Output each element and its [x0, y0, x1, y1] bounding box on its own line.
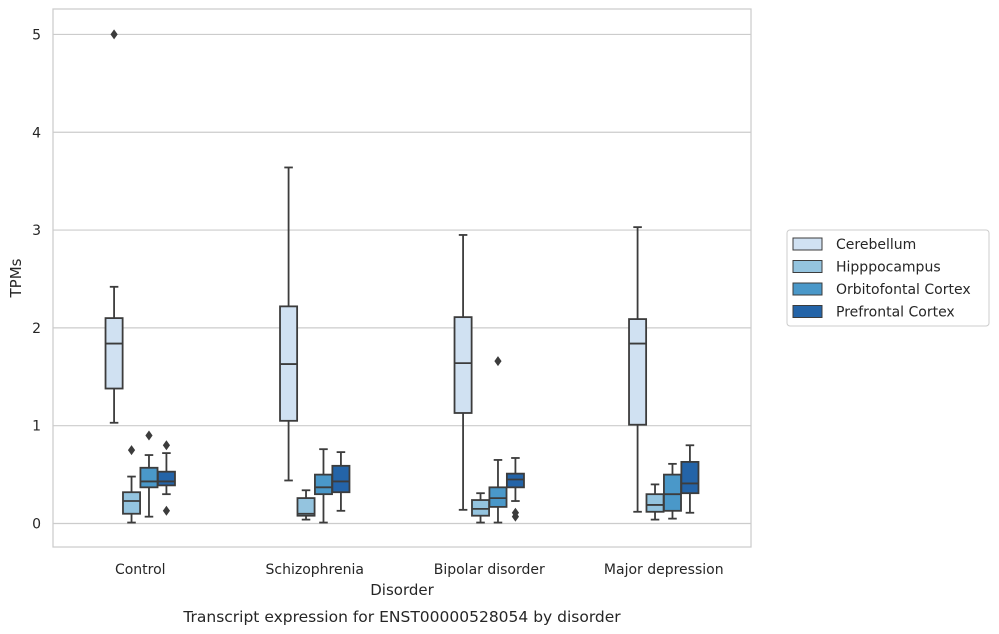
box-iqr	[628, 318, 648, 426]
legend-label: Hipppocampus	[836, 260, 941, 276]
box	[488, 356, 508, 524]
box	[122, 445, 141, 524]
legend-swatch	[792, 260, 823, 273]
box	[663, 462, 682, 520]
box-iqr	[314, 473, 333, 496]
box-iqr	[488, 486, 508, 508]
outlier-point	[162, 505, 171, 516]
box-iqr	[471, 499, 490, 517]
x-tick-labels: Control Schizophrenia Bipolar disorder Majo…	[115, 562, 724, 578]
box-iqr	[139, 466, 159, 489]
box-iqr	[645, 493, 665, 513]
box-iqr	[104, 317, 124, 390]
box	[139, 430, 159, 518]
x-tick-label: Bipolar disorder	[434, 562, 545, 578]
outlier-point	[145, 430, 153, 441]
y-tick-label: 5	[32, 27, 41, 43]
box-iqr	[296, 497, 316, 517]
box	[680, 444, 700, 514]
box	[314, 448, 333, 524]
box	[156, 440, 176, 516]
y-axis-label: TPMs	[7, 258, 25, 298]
box	[296, 489, 316, 521]
legend-label: Orbitofontal Cortex	[836, 282, 971, 298]
box	[453, 234, 473, 511]
outlier-point	[162, 440, 171, 451]
x-axis-label: Disorder	[370, 581, 434, 599]
box	[505, 457, 525, 522]
y-tick-label: 4	[32, 125, 41, 141]
legend-swatch	[792, 305, 823, 318]
box	[331, 451, 351, 512]
plot-background	[53, 9, 751, 547]
box-series	[104, 29, 700, 524]
y-tick-label: 1	[32, 419, 41, 435]
x-tick-label: Schizophrenia	[266, 562, 364, 578]
chart-caption: Transcript expression for ENST0000052805…	[182, 608, 621, 626]
legend-label: Prefrontal Cortex	[836, 305, 955, 321]
box-iqr	[122, 491, 141, 515]
box	[279, 166, 299, 482]
box-iqr	[331, 464, 351, 494]
box-iqr	[453, 316, 473, 414]
outlier-point	[110, 29, 118, 40]
legend-swatch	[792, 237, 823, 251]
box	[104, 29, 124, 424]
box	[645, 483, 665, 521]
legend: Cerebellum Hipppocampus Orbitofontal Corte…	[786, 229, 990, 327]
outlier-point	[511, 511, 520, 522]
y-tick-labels: 0 1 2 3 4 5	[32, 27, 41, 532]
series-group	[122, 445, 665, 524]
box	[471, 492, 490, 524]
outlier-point	[494, 356, 502, 367]
box-iqr	[680, 460, 700, 495]
y-tick-label: 2	[32, 321, 41, 337]
series-group	[139, 356, 682, 524]
series-group	[156, 440, 700, 522]
box	[628, 226, 648, 513]
box-iqr	[505, 472, 525, 489]
legend-frame	[786, 229, 990, 327]
box-iqr	[156, 470, 176, 487]
x-tick-label: Control	[115, 562, 166, 578]
outlier-point	[127, 445, 136, 456]
legend-label: Cerebellum	[836, 237, 916, 253]
plot-frame	[52, 8, 752, 548]
series-group	[104, 29, 648, 513]
x-tick-label: Major depression	[604, 562, 724, 578]
y-tick-label: 3	[32, 223, 41, 239]
legend-swatch	[792, 282, 823, 296]
box-iqr	[663, 473, 682, 512]
y-tick-label: 0	[32, 517, 41, 533]
y-gridlines	[53, 33, 751, 525]
